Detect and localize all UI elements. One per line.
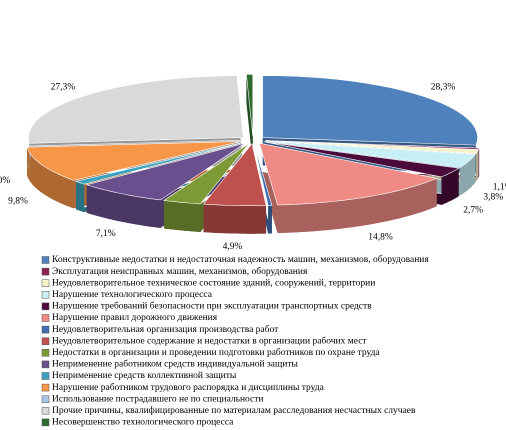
legend-label: Эксплуатация неисправных машин, механизм… — [52, 266, 308, 277]
slice — [265, 140, 476, 168]
legend-swatch — [41, 291, 50, 299]
slice-side — [268, 205, 272, 234]
slice-side — [203, 204, 267, 234]
slice — [26, 141, 242, 181]
data-label: 2,7% — [463, 206, 483, 216]
legend-label: Несовершенство технологического процесса — [52, 418, 234, 428]
legend-swatch — [41, 407, 50, 415]
legend-label: Нарушение требований безопасности при эк… — [52, 301, 372, 312]
legend-label: Неприменение работником средств индивиду… — [52, 359, 299, 370]
legend-swatch — [41, 360, 50, 369]
legend-swatch — [41, 256, 50, 264]
legend-swatch — [41, 383, 50, 392]
legend-swatch — [41, 325, 50, 334]
legend-swatch — [41, 279, 50, 287]
legend-swatch — [41, 337, 50, 345]
slice-side — [475, 149, 479, 182]
slice — [202, 143, 267, 207]
legend-swatch — [41, 349, 50, 357]
slice — [253, 143, 273, 206]
legend-label: Неудовлетворительное содержание и недост… — [52, 335, 367, 346]
data-label: 7,1% — [96, 229, 116, 239]
data-label: 14,8% — [368, 232, 393, 242]
legend-swatch — [41, 418, 50, 427]
slice-side — [163, 200, 201, 232]
slice — [74, 142, 244, 185]
legend-label: Использование пострадавшего не по специа… — [52, 394, 263, 404]
data-label: 3,8% — [483, 193, 503, 203]
data-label: 0,0% — [0, 176, 10, 186]
slice-side — [459, 154, 476, 196]
legend-label: Нарушение технологического процесса — [52, 290, 213, 300]
slice-side — [478, 148, 480, 178]
legend-label: Нарушение работником трудового распорядк… — [52, 382, 325, 393]
slice — [246, 73, 254, 137]
slice — [262, 75, 478, 146]
slice — [265, 140, 479, 155]
slice-side — [277, 178, 437, 233]
slice — [163, 143, 250, 205]
legend-label: Нарушение правил дорожного движения — [52, 313, 218, 323]
data-label: 9,8% — [8, 197, 28, 207]
legend-label: Прочие причины, квалифицированные по мат… — [52, 405, 416, 416]
legend-label: Неудовлетворительная организация произво… — [52, 324, 279, 335]
legend-label: Неприменение средств коллективной защиты — [52, 370, 237, 381]
legend-swatch — [41, 372, 50, 380]
slice — [264, 141, 460, 178]
legend-label: Конструктивные недостатки и недостаточна… — [52, 254, 429, 265]
slice — [85, 142, 246, 201]
legend-label: Неудовлетворительное техническое состоян… — [52, 277, 375, 288]
legend-swatch — [41, 395, 50, 403]
slice-side — [86, 184, 161, 228]
legend-swatch — [41, 314, 50, 322]
legend-swatch — [41, 302, 50, 311]
data-label: 28,3% — [431, 83, 456, 93]
legend-swatch — [41, 267, 50, 276]
slice — [259, 142, 438, 206]
slice — [28, 75, 244, 144]
slice-side — [75, 181, 85, 213]
data-label: 4,9% — [223, 242, 243, 252]
data-label: 1,1% — [493, 182, 506, 192]
data-label: 27,3% — [51, 83, 76, 93]
legend-label: Недостатки в организации и проведении по… — [52, 347, 380, 358]
slice-side — [441, 168, 459, 205]
